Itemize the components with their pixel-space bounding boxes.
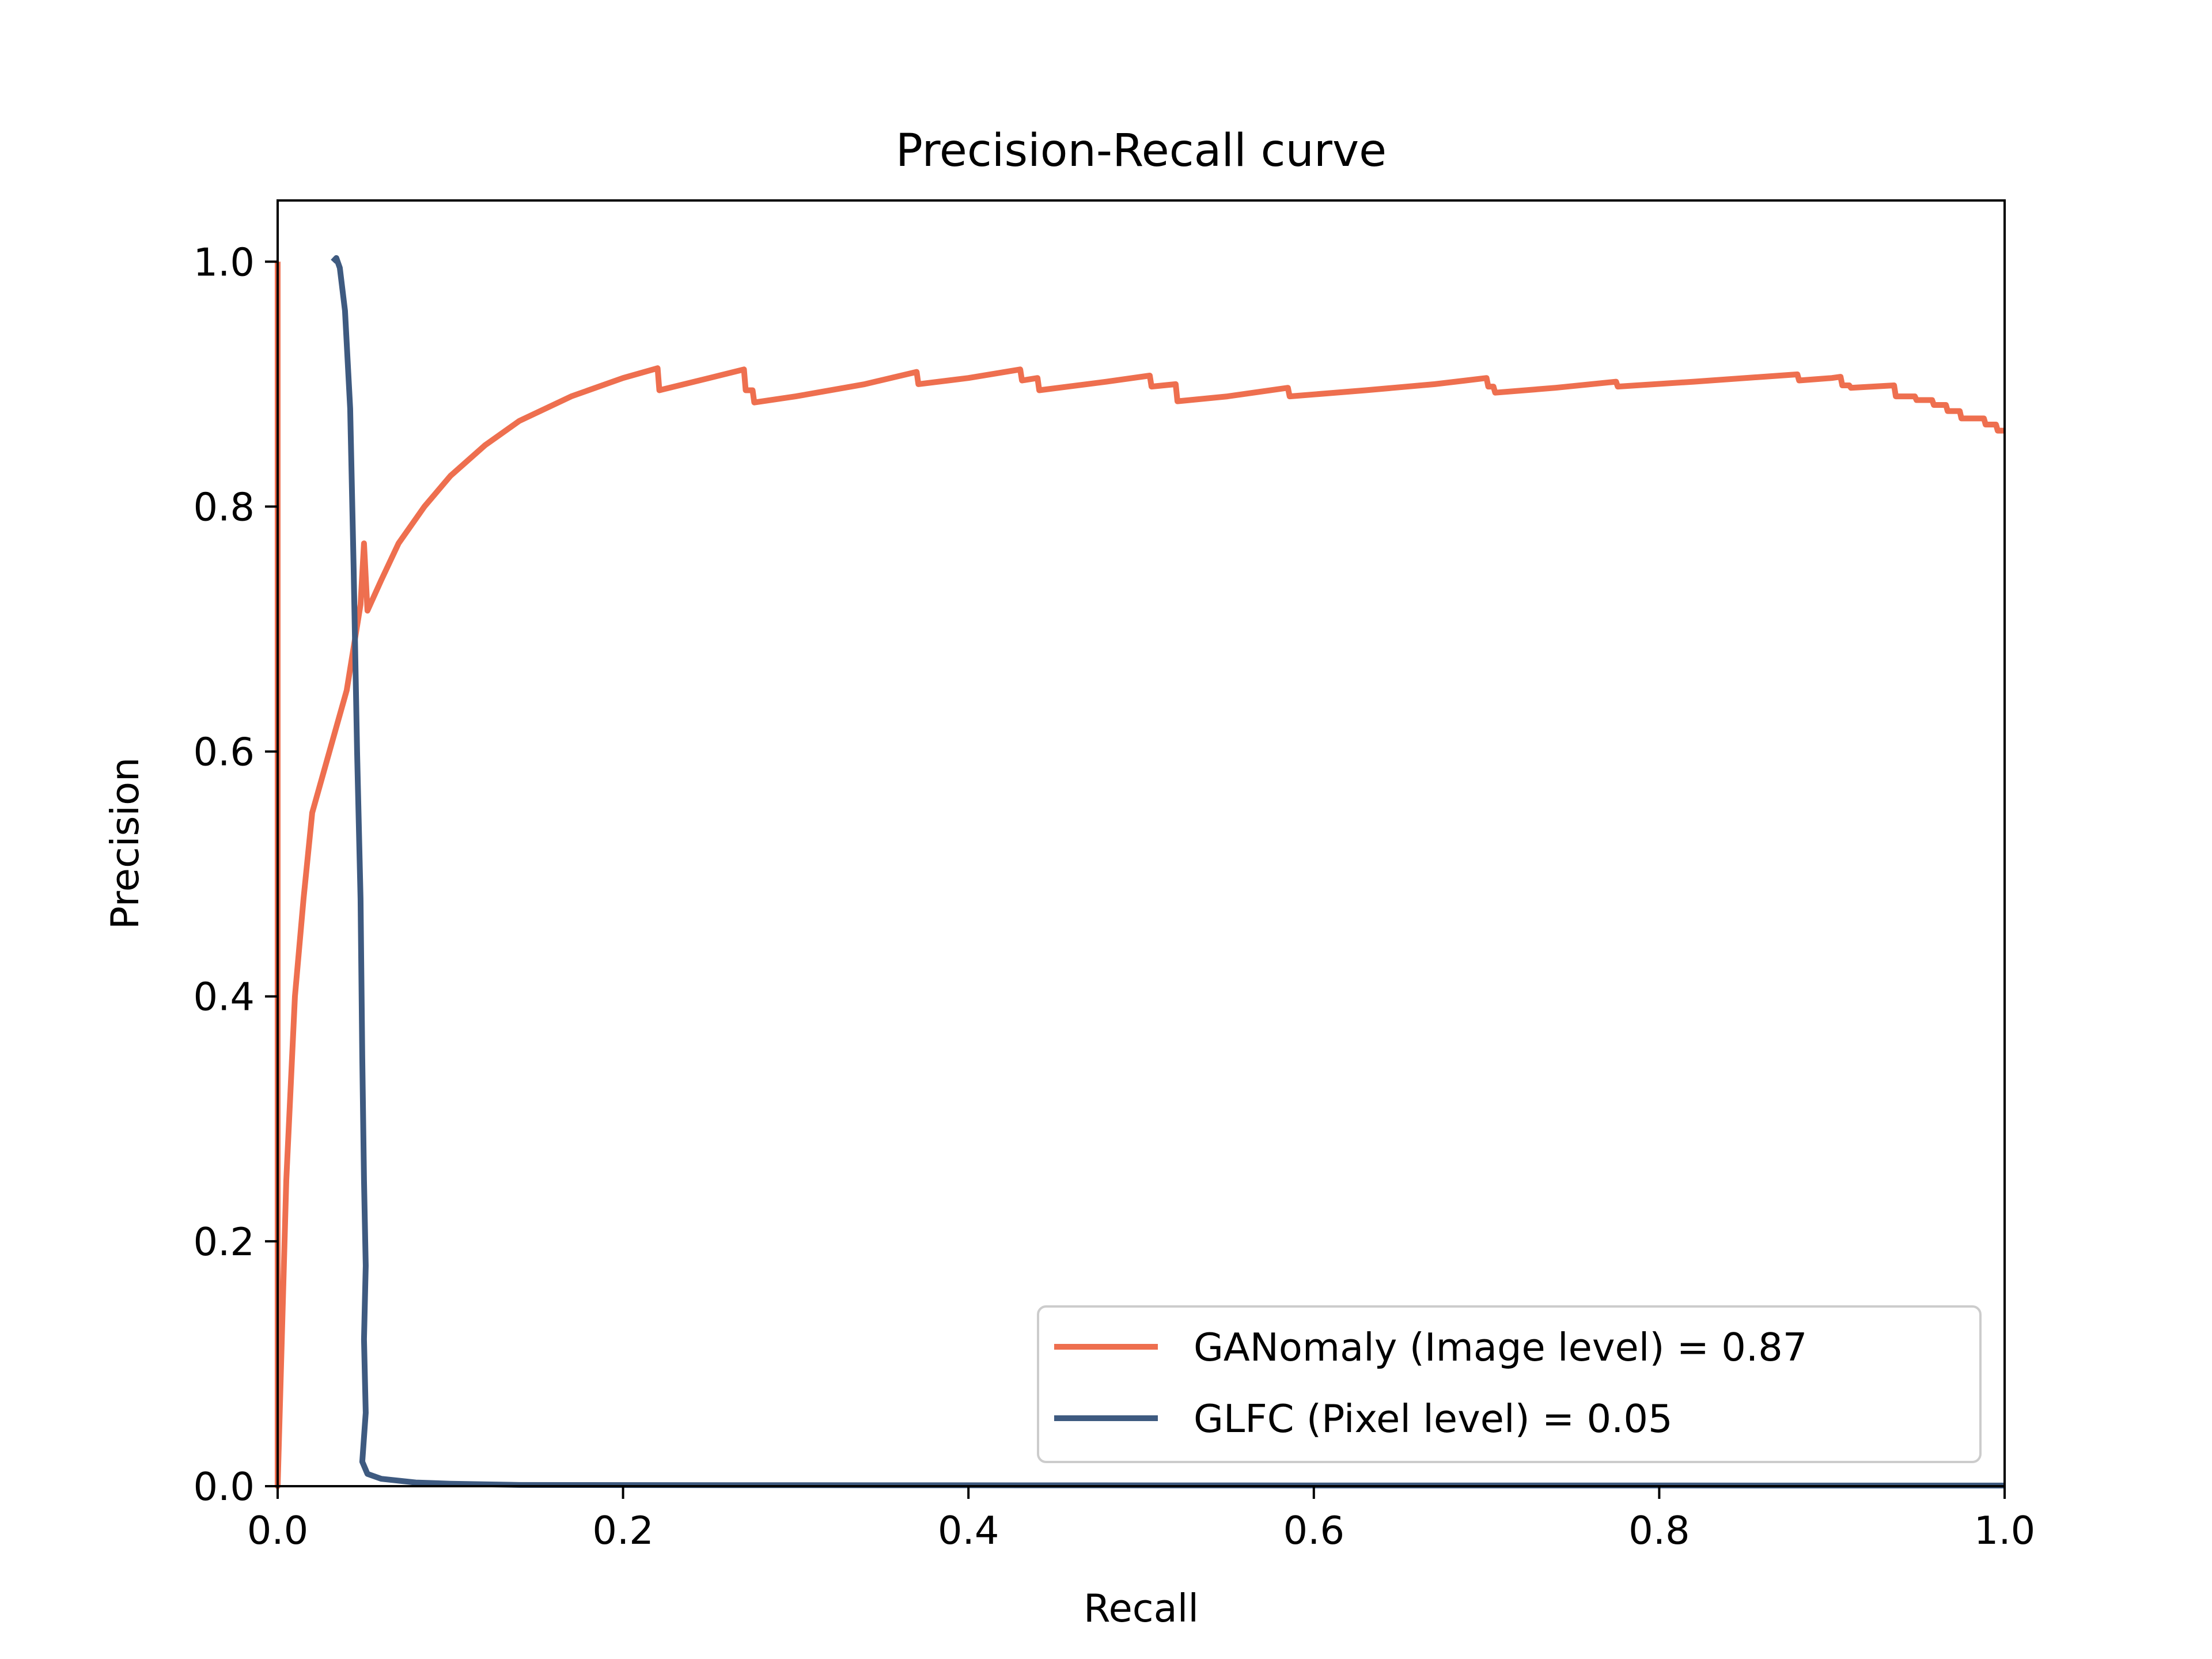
y-tick-label: 0.4 — [193, 975, 255, 1020]
x-tick-label: 1.0 — [1974, 1508, 2036, 1553]
legend-box — [1037, 1305, 1982, 1463]
x-tick-label: 0.4 — [938, 1508, 999, 1553]
legend-label-ganomaly: GANomaly (Image level) = 0.87 — [1194, 1325, 1807, 1370]
y-tick-label: 1.0 — [193, 240, 255, 285]
legend: GANomaly (Image level) = 0.87 GLFC (Pixe… — [1037, 1305, 1982, 1463]
x-tick-label: 0.6 — [1283, 1508, 1345, 1553]
y-axis: 0.0 0.2 0.4 0.6 0.8 1.0 — [193, 240, 278, 1509]
axes-background — [278, 200, 2005, 1486]
y-tick-label: 0.2 — [193, 1219, 255, 1264]
x-tick-label: 0.0 — [247, 1508, 309, 1553]
y-tick-label: 0.6 — [193, 730, 255, 775]
x-axis: 0.0 0.2 0.4 0.6 0.8 1.0 — [247, 1486, 2036, 1553]
chart-title: Precision-Recall curve — [896, 125, 1387, 177]
plot-area — [278, 200, 2005, 1486]
x-axis-label: Recall — [1084, 1586, 1199, 1631]
series-line-glfc — [331, 255, 2005, 1488]
y-tick-label: 0.8 — [193, 484, 255, 529]
series-line-ganomaly — [275, 262, 2005, 1489]
axes-frame — [276, 199, 2006, 1487]
x-tick-label: 0.8 — [1628, 1508, 1690, 1553]
y-axis-label: Precision — [103, 757, 147, 930]
x-tick-label: 0.2 — [592, 1508, 654, 1553]
legend-label-glfc: GLFC (Pixel level) = 0.05 — [1194, 1396, 1673, 1441]
y-tick-label: 0.0 — [193, 1464, 255, 1509]
series-layer — [275, 255, 2005, 1489]
